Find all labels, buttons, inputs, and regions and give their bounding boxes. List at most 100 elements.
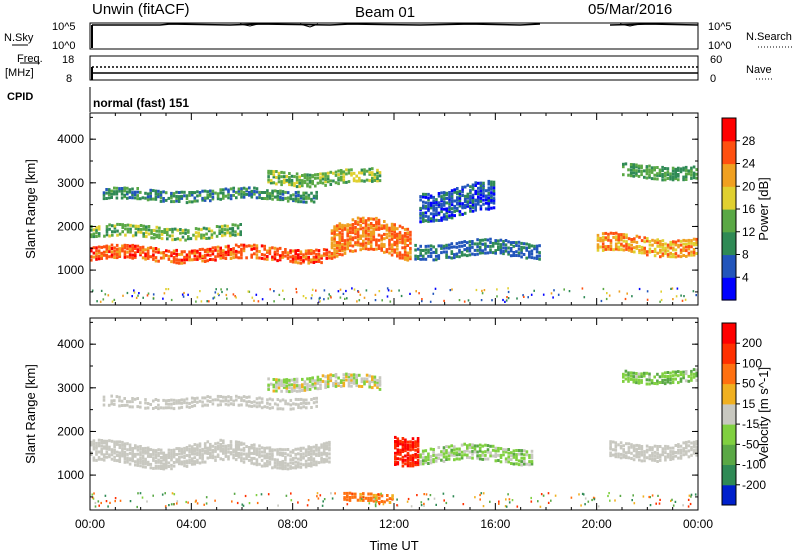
range-cell xyxy=(491,244,495,248)
range-cell xyxy=(175,252,178,256)
range-cell xyxy=(690,378,693,382)
range-cell xyxy=(371,179,374,183)
range-cell xyxy=(102,453,106,457)
range-cell xyxy=(471,198,475,201)
range-cell xyxy=(157,403,160,407)
ground-cell xyxy=(507,493,509,496)
range-cell xyxy=(627,442,631,446)
range-cell xyxy=(666,446,670,450)
range-cell xyxy=(393,243,396,247)
range-cell xyxy=(319,179,322,183)
range-cell xyxy=(305,196,308,200)
range-cell xyxy=(179,228,182,231)
range-cell xyxy=(684,178,688,181)
power-scatter-cells xyxy=(90,162,698,303)
range-cell xyxy=(409,257,412,261)
ground-cell xyxy=(141,496,144,499)
range-cell xyxy=(468,253,472,257)
range-cell xyxy=(482,186,485,189)
range-cell xyxy=(640,380,643,384)
colorbar-segment xyxy=(722,163,736,187)
range-cell xyxy=(185,258,189,262)
range-cell xyxy=(139,459,142,462)
ground-cell xyxy=(675,295,678,298)
range-cell xyxy=(447,454,451,458)
ground-cell xyxy=(498,502,500,505)
range-cell xyxy=(278,453,282,457)
range-cell xyxy=(297,253,300,257)
ground-cell xyxy=(581,287,584,290)
range-cell xyxy=(102,439,106,443)
range-cell xyxy=(477,192,480,196)
range-cell xyxy=(507,457,510,461)
range-cell xyxy=(310,458,313,462)
range-cell xyxy=(466,254,469,258)
range-cell xyxy=(378,493,381,497)
range-cell xyxy=(348,498,352,502)
range-cell xyxy=(269,169,273,173)
range-cell xyxy=(216,252,220,256)
range-cell xyxy=(437,211,441,215)
range-cell xyxy=(507,455,510,459)
range-cell xyxy=(692,237,696,241)
ground-cell xyxy=(208,300,210,303)
range-cell xyxy=(266,191,269,195)
range-cell xyxy=(229,451,233,455)
range-cell xyxy=(692,375,696,379)
range-cell xyxy=(456,190,459,194)
range-cell xyxy=(627,451,631,454)
range-cell xyxy=(295,175,299,179)
range-cell xyxy=(643,453,646,457)
range-cell xyxy=(635,455,638,459)
range-cell xyxy=(373,377,377,381)
range-cell xyxy=(90,235,93,239)
range-cell xyxy=(190,396,194,400)
range-cell xyxy=(289,461,292,465)
range-cell xyxy=(330,241,334,245)
range-cell xyxy=(355,373,358,377)
range-cell xyxy=(196,396,199,400)
range-cell xyxy=(240,195,243,199)
range-cell xyxy=(185,454,189,457)
range-cell xyxy=(214,248,217,252)
range-cell xyxy=(102,455,106,459)
range-cell xyxy=(416,450,420,454)
range-cell xyxy=(113,252,116,256)
ground-cell xyxy=(255,494,258,497)
ground-cell xyxy=(165,288,167,291)
range-cell xyxy=(617,455,620,459)
range-cell xyxy=(659,250,662,254)
range-cell xyxy=(247,454,251,458)
range-cell xyxy=(429,244,433,248)
range-cell xyxy=(367,496,370,500)
range-cell xyxy=(105,244,109,248)
nsky-panel xyxy=(89,22,699,50)
range-cell xyxy=(416,247,420,251)
range-cell xyxy=(640,166,643,170)
range-cell xyxy=(448,214,451,218)
range-cell xyxy=(128,405,132,409)
range-cell xyxy=(471,196,475,199)
range-cell xyxy=(285,178,289,182)
range-cell xyxy=(671,166,675,170)
range-cell xyxy=(332,179,335,183)
range-cell xyxy=(235,398,238,402)
range-cell xyxy=(139,230,143,234)
range-cell xyxy=(469,209,472,213)
range-cell xyxy=(219,449,222,453)
range-cell xyxy=(95,252,98,256)
range-cell xyxy=(136,458,140,462)
range-cell xyxy=(310,191,313,195)
range-cell xyxy=(510,458,513,462)
range-cell xyxy=(100,245,103,249)
range-cell xyxy=(458,194,462,198)
range-cell xyxy=(185,397,189,401)
range-cell xyxy=(328,254,331,258)
range-cell xyxy=(95,446,98,450)
range-cell xyxy=(315,452,318,456)
ground-cell xyxy=(505,505,508,508)
range-cell xyxy=(486,457,490,461)
range-cell xyxy=(266,460,269,463)
range-cell xyxy=(139,447,142,451)
